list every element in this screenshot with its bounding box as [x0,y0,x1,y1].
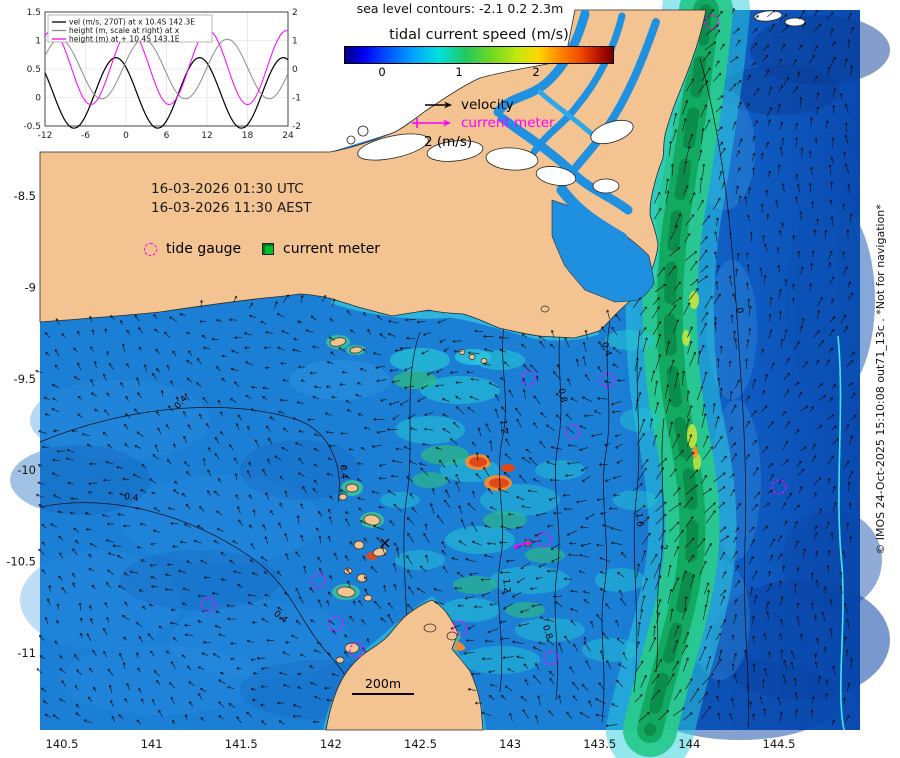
sea-level-contour [837,335,845,731]
svg-text:2: 2 [292,8,298,18]
timestamp-aest: 16-03-2026 11:30 AEST [151,199,312,216]
contour-label: 1.2 [500,578,511,593]
svg-text:-0.5: -0.5 [23,122,41,132]
svg-text:-1: -1 [292,94,301,104]
legend-tide-gauge: tide gauge [144,241,241,257]
watermark: © IMOS 24-Oct-2025 15:10:08 out71_13c . … [873,203,887,555]
svg-text:-12: -12 [38,131,53,141]
legend-current-meter: current meter [410,115,555,131]
svg-text:1: 1 [35,37,41,47]
colorbar-tick: 2 [532,65,540,79]
contour-label: 0.4 [123,492,139,504]
y-axis-tick-label: -9.5 [14,372,36,386]
velocity-arrow-icon [425,101,452,109]
tide-gauge-marker [349,642,365,658]
y-axis-tick-label: -10.5 [6,555,36,569]
tide-gauge-marker [536,532,552,548]
contour-label: 1.2 [497,419,508,434]
tide-gauge-icon [144,242,157,256]
x-axis-tick-label: 143 [499,737,521,751]
colorbar: tidal current speed (m/s) 0 1 2 [344,27,614,79]
axis-ticks: 140.5 141 141.5 142 142.5 143 143.5 144 144.5 -8.… [6,189,795,751]
svg-text:6: 6 [164,131,170,141]
tide-gauge-marker [599,372,615,388]
svg-text:0: 0 [292,65,298,75]
x-marker [380,538,390,548]
tide-gauge-marker [200,597,216,613]
svg-text:-6: -6 [81,131,90,141]
x-axis-tick-label: 144 [678,737,700,751]
svg-text:0.5: 0.5 [27,65,41,75]
svg-text:vel (m/s, 270T) at x 10.4S 142: vel (m/s, 270T) at x 10.4S 142.3E [69,18,195,27]
colorbar-tick: 0 [378,65,386,79]
sea-level-contours-title: sea level contours: -2.1 0.2 2.3m [356,1,564,16]
contour-label: 0.4 [599,341,613,358]
timestamp-utc: 16-03-2026 01:30 UTC [151,181,304,197]
y-axis-tick-label: -10 [17,463,36,477]
tide-gauge-marker [310,573,326,589]
colorbar-tick: 1 [455,65,463,79]
y-axis-tick-label: -11 [17,646,36,660]
colorbar-title: tidal current speed (m/s) [389,27,569,43]
tide-gauge-marker [452,620,468,636]
timestamps: 16-03-2026 01:30 UTC 16-03-2026 11:30 AE… [151,180,312,218]
svg-text:1: 1 [292,37,298,47]
tide-gauge-marker [565,424,581,440]
svg-text:18: 18 [242,131,254,141]
contour-label: 2 [658,544,669,551]
contour-label: 0.4 [337,464,348,479]
legend-velocity: velocity [424,97,514,113]
x-axis-tick-label: 142 [320,737,342,751]
current-meter-vector [513,542,529,550]
colorbar-ticks: 0 1 2 [344,64,614,79]
svg-text:12: 12 [201,131,212,141]
svg-text:-2: -2 [292,122,301,132]
tide-gauge-marker [771,479,787,495]
y-axis-tick-label: -9 [25,280,36,294]
svg-text:height (m, scale at right) at: height (m, scale at right) at x [69,26,180,35]
y-axis-tick-label: -8.5 [14,189,36,203]
tide-gauge-marker [328,616,344,632]
x-axis-tick-label: 144.5 [763,737,796,751]
scale-bar: 200m [352,676,414,695]
contour-label: 1.6 [633,512,644,527]
svg-text:0: 0 [123,131,129,141]
x-axis-tick-label: 143.5 [583,737,616,751]
x-axis-tick-label: 142.5 [404,737,437,751]
tide-gauge-marker [543,650,559,666]
x-axis-tick-label: 140.5 [46,737,79,751]
colorbar-gradient [344,46,614,64]
svg-text:1.5: 1.5 [27,8,41,18]
current-meter-square-icon [262,243,274,255]
tide-gauge-marker [521,370,537,386]
legend-current-meter-map: current meter [262,241,380,257]
contour-label: 0 [734,307,745,315]
contour-label: 0.8 [556,388,569,404]
legend-scale: 2 (m/s) [424,134,473,150]
x-axis-tick-label: 141.5 [225,737,258,751]
tide-gauge-marker [704,14,720,30]
x-axis-tick-label: 141 [141,737,163,751]
svg-text:24: 24 [282,131,294,141]
contour-label: 0.8 [540,624,554,641]
map-markers [200,14,787,666]
svg-text:0: 0 [35,94,41,104]
svg-text:height (m) at + 10.4S 143.1E: height (m) at + 10.4S 143.1E [69,35,180,44]
current-meter-arrow-icon [412,118,451,128]
